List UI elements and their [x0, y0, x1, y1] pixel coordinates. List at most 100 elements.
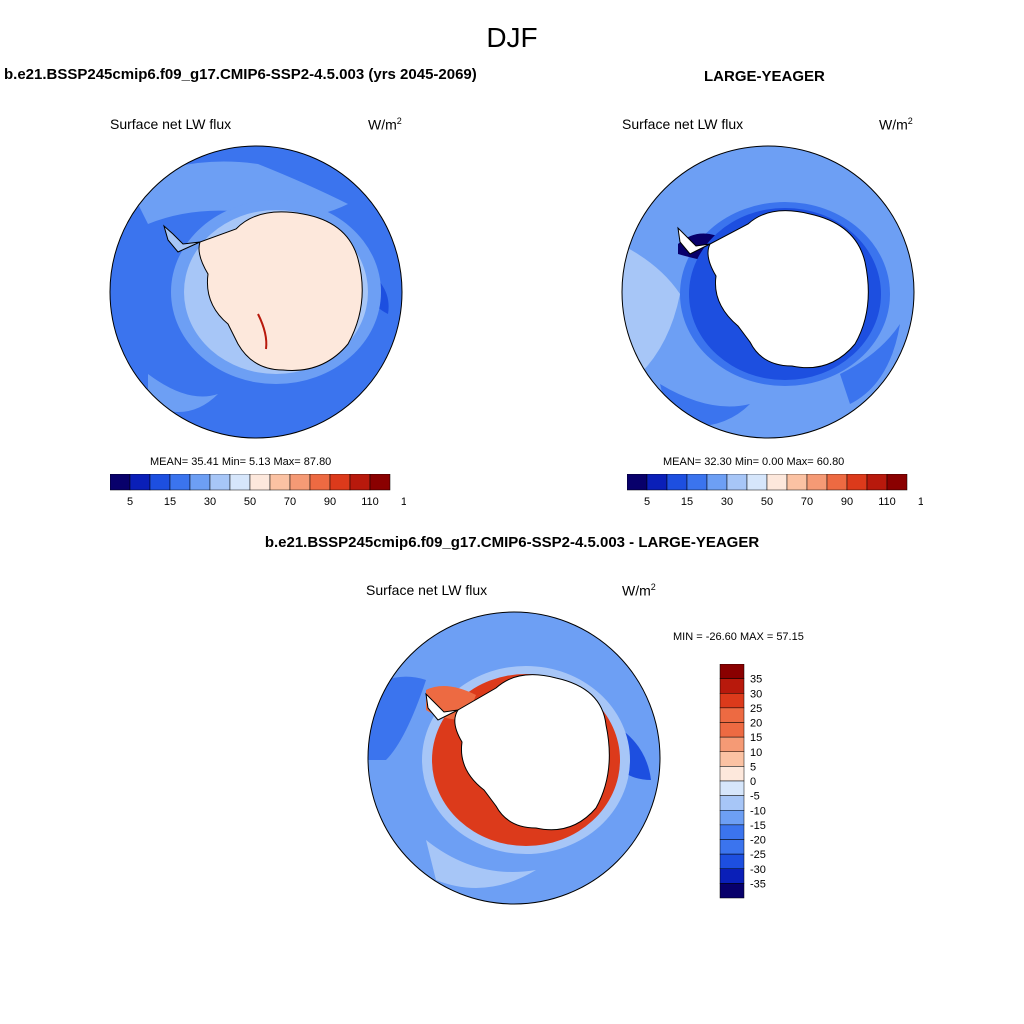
- panel2-colorbar-swatch: [806, 474, 828, 491]
- panel2-colorbar-tick-label: 90: [841, 496, 853, 508]
- panel3-colorbar-swatch: [719, 868, 745, 884]
- panel1-map: [109, 145, 403, 439]
- panel3-colorbar-swatch: [719, 722, 745, 738]
- panel3-colorbar-tick-label: 10: [750, 747, 762, 759]
- panel3-colorbar-swatch: [719, 693, 745, 709]
- figure-title: DJF: [486, 22, 538, 53]
- panel1-antarctica: [198, 211, 363, 371]
- panel3-colorbar-tick-label: -25: [750, 849, 766, 861]
- panel2-colorbar-swatch: [846, 474, 868, 491]
- panel2-colorbar-swatch: [866, 474, 888, 491]
- panel2-units-label: W/m2: [879, 116, 913, 133]
- panel1-colorbar-tick-label: 70: [284, 496, 296, 508]
- panel2-peninsula: [677, 226, 711, 255]
- panel1-stats: MEAN= 35.41 Min= 5.13 Max= 87.80: [150, 456, 332, 468]
- panel1-peninsula: [163, 224, 201, 253]
- panel1-colorbar-swatch: [289, 474, 311, 491]
- panel2-map: [621, 145, 915, 439]
- panel3-colorbar-swatch: [719, 664, 745, 679]
- panel2-colorbar-tick-label: 130: [918, 496, 923, 508]
- panel1-colorbar-swatch: [369, 474, 391, 491]
- panel1-colorbar-tick-label: 30: [204, 496, 216, 508]
- panel1-colorbar-swatch: [249, 474, 271, 491]
- panel2-map-border: [621, 145, 915, 439]
- panel1-colorbar-swatch: [269, 474, 291, 491]
- panel2-colorbar-swatch: [686, 474, 708, 491]
- panel3-colorbar-tick-label: -20: [750, 835, 766, 847]
- panel2-colorbar-tick-label: 70: [801, 496, 813, 508]
- panel2-antarctica-masked: [707, 210, 869, 369]
- panel1-variable-label: Surface net LW flux: [110, 116, 232, 132]
- panel2-colorbar-swatch: [786, 474, 808, 491]
- panel1-colorbar-tick-label: 110: [361, 496, 379, 508]
- panel1-units-label: W/m2: [368, 116, 402, 133]
- panel3-colorbar-tick-label: -5: [750, 791, 760, 803]
- panel1-colorbar-tick-label: 5: [127, 496, 133, 508]
- panel2-field-patch: [622, 244, 680, 374]
- panel3-colorbar-tick-label: 5: [750, 761, 756, 773]
- panel2-colorbar-swatch: [886, 474, 908, 491]
- panel2-colorbar: 5 15 30 50 70 90 110 130: [627, 474, 923, 508]
- panel1-colorbar-swatch: [169, 474, 191, 491]
- panel1-colorbar-tick-label: 15: [164, 496, 176, 508]
- panel3-colorbar-tick-label: -10: [750, 805, 766, 817]
- panel3-colorbar-tick-label: 0: [750, 776, 756, 788]
- panel1-colorbar-swatch: [349, 474, 371, 491]
- panel3-field-patch: [426, 840, 536, 888]
- panel3-colorbar-tick-label: 15: [750, 732, 762, 744]
- panel3-colorbar-swatch: [719, 810, 745, 826]
- panel3-stats: MIN = -26.60 MAX = 57.15: [673, 631, 804, 643]
- panel3-colorbar-swatch: [719, 883, 745, 899]
- panel1-colorbar-swatch: [149, 474, 171, 491]
- panel3-colorbar: 35 30 25 20 15 10 5 0 -5 -10 -15 -20 -25 -30 -35: [719, 664, 766, 899]
- panel3-title: b.e21.BSSP245cmip6.f09_g17.CMIP6-SSP2-4.…: [264, 534, 760, 551]
- panel3-antarctica-masked: [454, 674, 610, 831]
- panel1-field-patch: [148, 374, 218, 412]
- panel1-colorbar-swatch: [309, 474, 331, 491]
- panel3-colorbar-swatch: [719, 824, 745, 840]
- panel1-colorbar-swatch: [110, 474, 131, 491]
- panel3-colorbar-tick-label: 25: [750, 703, 762, 715]
- panel2-colorbar-swatch: [627, 474, 648, 491]
- panel3-colorbar-tick-label: 30: [750, 688, 762, 700]
- panel2-colorbar-swatch: [826, 474, 848, 491]
- panel3-colorbar-swatch: [719, 766, 745, 782]
- panel3-colorbar-swatch: [719, 678, 745, 694]
- panel2-colorbar-swatch: [666, 474, 688, 491]
- panel1-ross-feature: [257, 313, 268, 350]
- panel3-variable-label: Surface net LW flux: [366, 582, 488, 598]
- panel1-map-border: [109, 145, 403, 439]
- panel2-colorbar-swatch: [646, 474, 668, 491]
- panel1-colorbar-swatch: [329, 474, 351, 491]
- panel1-colorbar-swatch: [129, 474, 151, 491]
- panel3-colorbar-swatch: [719, 780, 745, 796]
- panel3-units-label: W/m2: [622, 582, 656, 599]
- panel3-colorbar-swatch: [719, 839, 745, 855]
- panel3-colorbar-tick-label: 20: [750, 718, 762, 730]
- panel3-colorbar-tick-label: -30: [750, 864, 766, 876]
- panel2-colorbar-swatch: [766, 474, 788, 491]
- panel3-colorbar-swatch: [719, 795, 745, 811]
- panel2-colorbar-tick-label: 15: [681, 496, 693, 508]
- panel2-colorbar-tick-label: 30: [721, 496, 733, 508]
- panel3-colorbar-swatch: [719, 736, 745, 752]
- panel2-colorbar-swatch: [706, 474, 728, 491]
- panel2-field-patch: [840, 324, 900, 404]
- panel1-colorbar-swatch: [189, 474, 211, 491]
- panel2-variable-label: Surface net LW flux: [622, 116, 744, 132]
- panel3-colorbar-tick-label: -15: [750, 820, 766, 832]
- panel1-colorbar-tick-label: 90: [324, 496, 336, 508]
- panel1-colorbar-tick-label: 50: [244, 496, 256, 508]
- panel2-stats: MEAN= 32.30 Min= 0.00 Max= 60.80: [663, 456, 845, 468]
- panel1-colorbar-swatch: [209, 474, 231, 491]
- panel2-colorbar-tick-label: 110: [878, 496, 896, 508]
- panel3-map-border: [367, 611, 661, 905]
- panel2-colorbar-tick-label: 5: [644, 496, 650, 508]
- panel3-peninsula: [425, 692, 459, 721]
- panel3-map: [367, 611, 661, 905]
- panel3-colorbar-swatch: [719, 853, 745, 869]
- panel3-colorbar-tick-label: 35: [750, 674, 762, 686]
- panel1-colorbar-tick-label: 130: [401, 496, 406, 508]
- panel3-colorbar-tick-label: -35: [750, 878, 766, 890]
- panel3-colorbar-swatch: [719, 707, 745, 723]
